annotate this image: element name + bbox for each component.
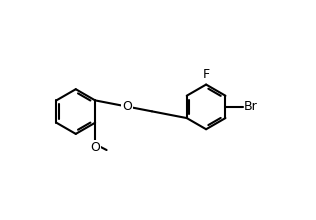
Text: O: O	[122, 100, 132, 113]
Text: O: O	[90, 141, 100, 154]
Text: F: F	[203, 68, 210, 81]
Text: Br: Br	[244, 100, 258, 113]
